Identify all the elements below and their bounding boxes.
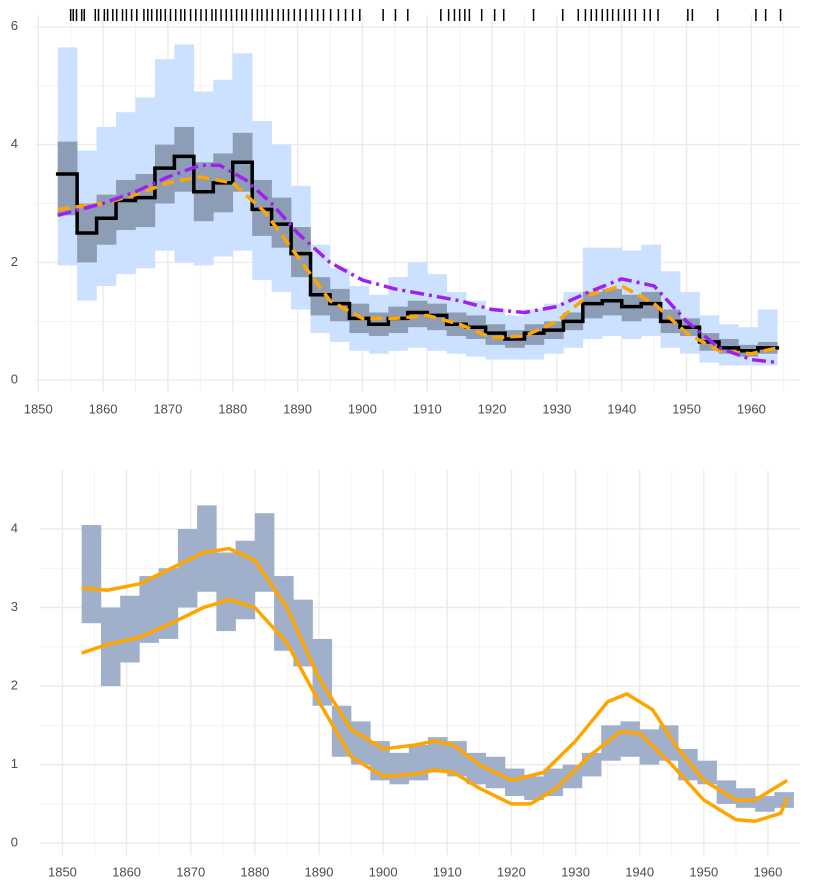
band	[389, 752, 410, 785]
smooth-line	[81, 546, 789, 802]
x-tick-label: 1870	[153, 401, 182, 416]
band	[562, 764, 583, 789]
y-tick-label: 2	[11, 254, 18, 269]
x-tick-label: 1860	[89, 401, 118, 416]
x-tick-label: 1920	[478, 401, 507, 416]
band	[774, 792, 794, 808]
band	[641, 244, 661, 337]
y-tick-label: 4	[11, 520, 18, 535]
x-tick-label: 1960	[753, 864, 782, 879]
band	[757, 309, 778, 366]
band	[135, 174, 156, 228]
band	[254, 513, 275, 592]
x-tick-label: 1850	[24, 401, 53, 416]
y-tick-label: 6	[11, 18, 18, 33]
smooth-line	[81, 597, 789, 823]
x-tick-label: 1940	[625, 864, 654, 879]
x-tick-label: 1950	[672, 401, 701, 416]
x-tick-label: 1900	[348, 401, 377, 416]
smooth-line	[57, 163, 778, 365]
x-tick-label: 1910	[433, 864, 462, 879]
band	[658, 725, 679, 761]
band	[331, 705, 352, 757]
x-tick-label: 1890	[305, 864, 334, 879]
y-tick-label: 2	[11, 678, 18, 693]
band	[116, 179, 136, 231]
band	[428, 737, 448, 773]
band	[504, 768, 525, 797]
band	[755, 796, 775, 812]
x-tick-label: 1880	[240, 864, 269, 879]
x-tick-label: 1860	[112, 864, 141, 879]
band	[120, 595, 140, 663]
x-tick-label: 1930	[542, 401, 571, 416]
band	[177, 528, 198, 608]
y-tick-label: 4	[11, 136, 18, 151]
x-tick-label: 1900	[369, 864, 398, 879]
x-tick-label: 1920	[497, 864, 526, 879]
y-tick-label: 0	[11, 372, 18, 387]
band	[235, 540, 256, 620]
band	[174, 126, 195, 192]
x-tick-label: 1880	[218, 401, 247, 416]
x-tick-label: 1960	[737, 401, 766, 416]
band	[581, 752, 602, 777]
x-tick-label: 1940	[607, 401, 636, 416]
band	[620, 721, 640, 757]
band	[543, 768, 564, 797]
x-tick-label: 1910	[413, 401, 442, 416]
band	[81, 525, 102, 624]
band	[197, 505, 217, 592]
band	[524, 776, 544, 800]
band	[57, 141, 78, 216]
band	[100, 607, 121, 687]
band	[139, 576, 159, 643]
x-tick-label: 1850	[48, 864, 77, 879]
band	[735, 788, 756, 808]
y-tick-label: 0	[11, 835, 18, 850]
smooth-line	[57, 175, 778, 356]
band	[154, 144, 175, 204]
band	[216, 552, 236, 632]
x-tick-label: 1930	[561, 864, 590, 879]
x-tick-label: 1950	[689, 864, 718, 879]
x-tick-label: 1870	[176, 864, 205, 879]
y-tick-label: 3	[11, 599, 18, 614]
y-tick-label: 1	[11, 756, 18, 771]
x-tick-label: 1890	[283, 401, 312, 416]
